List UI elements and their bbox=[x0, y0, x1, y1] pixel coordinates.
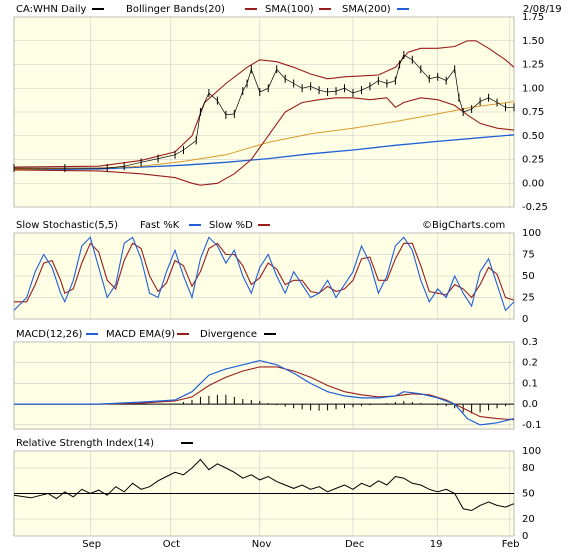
ytick-label-p0-5: 0.50 bbox=[522, 131, 544, 142]
sma200-legend-swatch bbox=[397, 8, 409, 10]
ytick-label-p2-4: -0.1 bbox=[522, 420, 542, 431]
macd-legend-title: MACD(12,26) bbox=[16, 329, 83, 340]
bollinger-legend-label: Bollinger Bands(20) bbox=[126, 4, 225, 15]
macd-line bbox=[14, 359, 515, 426]
ytick-label-p1-2: 50 bbox=[522, 271, 535, 282]
ytick-label-p0-7: 0.00 bbox=[522, 178, 544, 189]
xtick-label-3: Dec bbox=[345, 539, 364, 550]
xtick-label-1: Oct bbox=[163, 539, 180, 550]
ytick-label-p3-2: 50 bbox=[522, 489, 535, 500]
axis-labels: 1.751.501.251.000.750.500.250.00-0.25100… bbox=[82, 12, 548, 550]
ytick-label-p1-0: 100 bbox=[522, 228, 541, 239]
bollinger-legend-swatch bbox=[245, 8, 257, 10]
sma200-legend-label: SMA(200) bbox=[342, 4, 391, 15]
ytick-label-p0-0: 1.75 bbox=[522, 12, 544, 23]
ytick-label-p0-8: -0.25 bbox=[522, 202, 548, 213]
ytick-label-p2-3: 0.0 bbox=[522, 399, 538, 410]
slow-d-legend-swatch bbox=[258, 224, 270, 226]
ytick-label-p2-1: 0.2 bbox=[522, 358, 538, 369]
xtick-label-2: Nov bbox=[252, 539, 272, 550]
ytick-label-p0-3: 1.00 bbox=[522, 83, 544, 94]
rsi-line bbox=[13, 458, 515, 512]
bollinger-lower-line bbox=[13, 97, 515, 186]
grid-lines bbox=[14, 16, 514, 537]
rsi-legend-swatch bbox=[181, 442, 193, 444]
xtick-label-0: Sep bbox=[82, 539, 101, 550]
fast-k-legend-label: Fast %K bbox=[140, 220, 180, 231]
ytick-label-p2-2: 0.1 bbox=[522, 378, 538, 389]
ytick-label-p0-2: 1.25 bbox=[522, 60, 544, 71]
divergence-legend-label: Divergence bbox=[200, 329, 257, 340]
sma100-legend-label: SMA(100) bbox=[265, 4, 314, 15]
series-layer bbox=[13, 40, 515, 512]
bollinger-upper-line bbox=[13, 40, 515, 168]
watermark: ©BigCharts.com bbox=[422, 220, 505, 231]
xtick-label-5: Feb bbox=[502, 539, 520, 550]
macd-ema-legend-label: MACD EMA(9) bbox=[106, 329, 175, 340]
chart-date-label: 2/08/19 bbox=[523, 4, 562, 15]
xtick-label-4: 19 bbox=[430, 539, 443, 550]
fast-k-legend-swatch bbox=[189, 224, 201, 226]
price-legend-title: CA:WHN Daily bbox=[16, 4, 86, 15]
ytick-label-p0-6: 0.25 bbox=[522, 155, 544, 166]
price-legend-swatch bbox=[92, 8, 104, 10]
ytick-label-p3-3: 20 bbox=[522, 514, 535, 525]
rsi-legend-title: Relative Strength Index(14) bbox=[16, 438, 154, 449]
macd-legend-swatch bbox=[86, 333, 98, 335]
ytick-label-p3-4: 0 bbox=[522, 531, 528, 542]
slow-d-legend-label: Slow %D bbox=[209, 220, 253, 231]
ytick-label-p2-0: 0.3 bbox=[522, 337, 538, 348]
ytick-label-p0-1: 1.50 bbox=[522, 36, 544, 47]
sma100-legend-swatch bbox=[319, 8, 331, 10]
sma100-line bbox=[13, 101, 515, 170]
divergence-legend-swatch bbox=[264, 333, 276, 335]
price-line bbox=[14, 54, 514, 169]
ytick-label-p0-4: 0.75 bbox=[522, 107, 544, 118]
sma200-line bbox=[13, 134, 515, 171]
ytick-label-p3-0: 100 bbox=[522, 446, 541, 457]
stochastic-legend-title: Slow Stochastic(5,5) bbox=[16, 220, 118, 231]
ytick-label-p3-1: 80 bbox=[522, 463, 535, 474]
macd-ema-legend-swatch bbox=[177, 333, 189, 335]
ytick-label-p1-4: 0 bbox=[522, 314, 528, 325]
slow-d-line bbox=[14, 242, 515, 303]
macd-panel-bg bbox=[13, 341, 515, 430]
fast-k-line bbox=[13, 236, 515, 312]
ytick-label-p1-1: 75 bbox=[522, 250, 535, 261]
ytick-label-p1-3: 25 bbox=[522, 293, 535, 304]
macd-ema-line bbox=[14, 366, 515, 421]
